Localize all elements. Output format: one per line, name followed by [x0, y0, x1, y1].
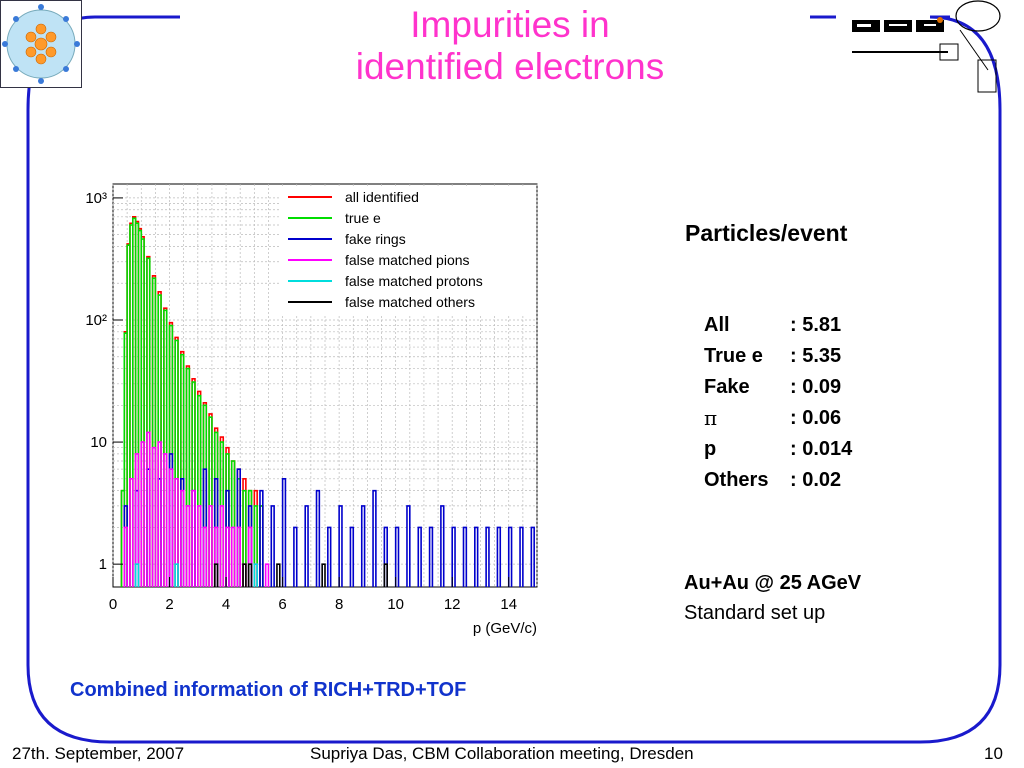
stat-label: Others — [704, 469, 769, 491]
footer-page-number: 10 — [984, 744, 1003, 763]
legend-label: false matched pions — [345, 252, 470, 268]
x-tick-label: 10 — [387, 596, 404, 613]
title-line-2: identified electrons — [355, 46, 665, 87]
x-axis-label: p (GeV/c) — [473, 620, 537, 637]
cbm-logo — [0, 0, 82, 88]
legend-label: true e — [345, 210, 381, 226]
series-false-matched-pions — [123, 431, 270, 587]
x-tick-label: 6 — [278, 596, 286, 613]
x-tick-label: 14 — [500, 596, 517, 613]
y-tick-label: 1 — [99, 556, 107, 573]
y-tick-label: 10 — [90, 434, 107, 451]
stat-label: π — [704, 406, 718, 430]
gsi-logo — [848, 0, 1008, 96]
stat-value: : 0.09 — [790, 376, 842, 398]
title-line-1: Impurities in — [410, 4, 610, 45]
momentum-histogram: 0 2 4 6 8 10 12 14 1 10 10² 10³ p (GeV/c) all identif… — [85, 183, 538, 637]
setup-info: Au+Au @ 25 AGeV Standard set up — [684, 568, 861, 628]
y-tick-label: 10² — [85, 312, 107, 329]
stat-value: : 0.06 — [790, 407, 842, 429]
stat-value: : 5.81 — [790, 314, 842, 336]
setup-description: Standard set up — [684, 602, 826, 624]
stat-value: : 0.014 — [790, 438, 853, 460]
particles-per-event-heading: Particles/event — [685, 220, 848, 246]
legend-label: false matched others — [345, 294, 475, 310]
legend-label: fake rings — [345, 231, 406, 247]
collision-system: Au+Au @ 25 AGeV — [684, 572, 862, 594]
footer-date: 27th. September, 2007 — [12, 744, 185, 763]
series-false-matched-others — [213, 563, 388, 587]
series-fake-rings — [123, 453, 535, 587]
stat-label: True e — [704, 345, 763, 367]
x-tick-label: 8 — [335, 596, 343, 613]
slide-title: Impurities in identified electrons — [260, 4, 760, 88]
legend-label: all identified — [345, 189, 419, 205]
x-tick-label: 0 — [109, 596, 117, 613]
stat-label: All — [704, 314, 730, 336]
series-true-e — [120, 217, 264, 587]
x-tick-label: 2 — [165, 596, 173, 613]
y-tick-label: 10³ — [85, 190, 107, 207]
x-tick-label: 4 — [222, 596, 230, 613]
legend-label: false matched protons — [345, 273, 483, 289]
x-tick-label: 12 — [444, 596, 461, 613]
footer-presenter: Supriya Das, CBM Collaboration meeting, … — [310, 744, 694, 763]
series-false-matched-protons — [134, 563, 258, 587]
legend-box — [280, 186, 535, 314]
stat-label: p — [704, 438, 717, 460]
stat-value: : 0.02 — [790, 469, 842, 491]
stat-value: : 5.35 — [790, 345, 842, 367]
stat-label: Fake — [704, 376, 750, 398]
chart-caption: Combined information of RICH+TRD+TOF — [70, 679, 467, 701]
